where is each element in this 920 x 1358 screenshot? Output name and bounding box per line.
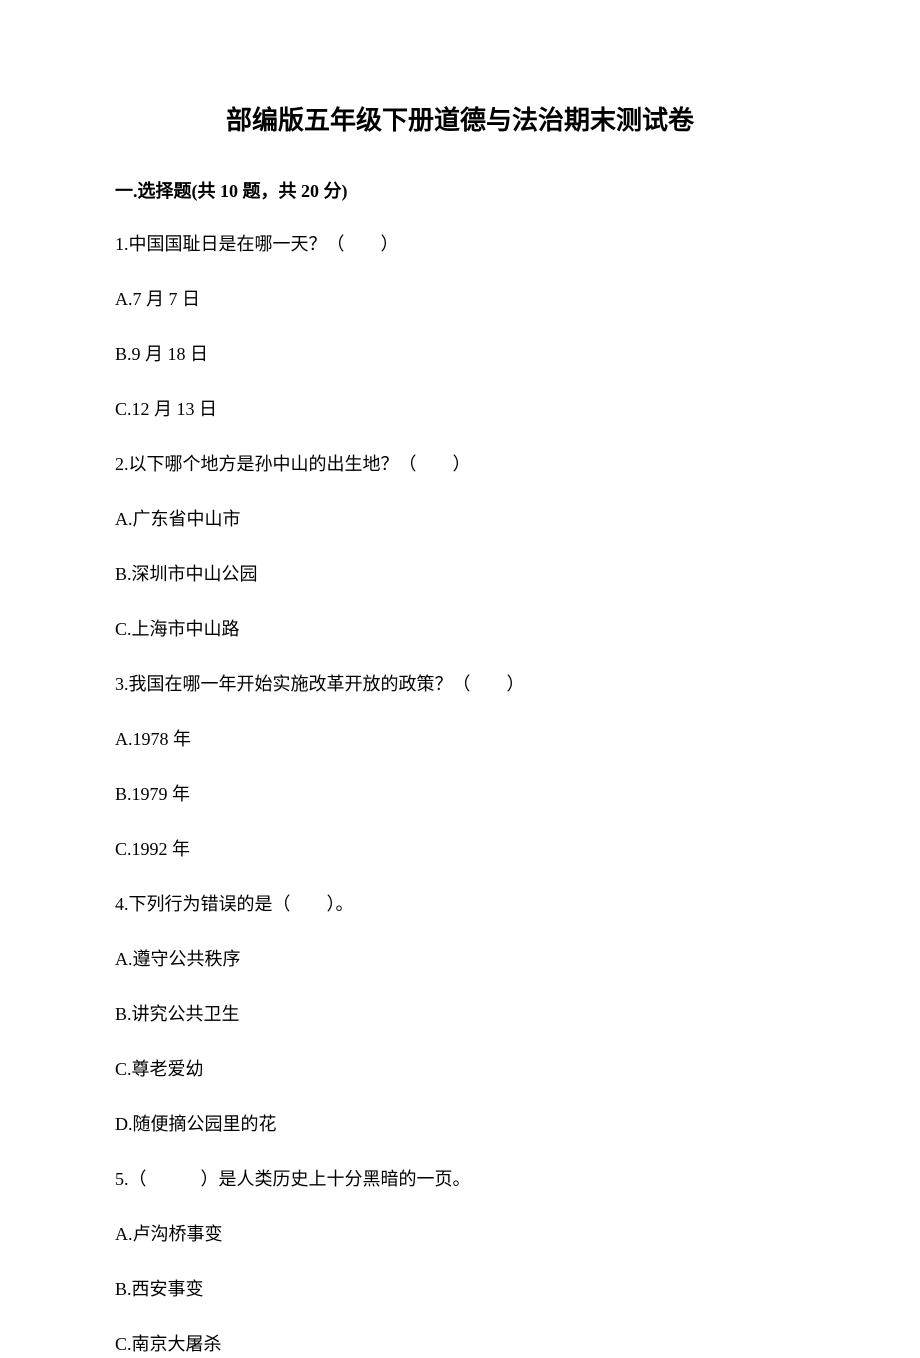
question-2-option-b: B.深圳市中山公园: [115, 561, 805, 588]
question-1-option-b: B.9 月 18 日: [115, 341, 805, 368]
question-1-option-a: A.7 月 7 日: [115, 286, 805, 313]
question-2-option-a: A.广东省中山市: [115, 506, 805, 533]
question-1-option-c: C.12 月 13 日: [115, 396, 805, 423]
question-4-option-d: D.随便摘公园里的花: [115, 1111, 805, 1138]
question-3-option-c: C.1992 年: [115, 836, 805, 863]
question-3-option-b: B.1979 年: [115, 781, 805, 808]
question-5-option-a: A.卢沟桥事变: [115, 1221, 805, 1248]
question-2-text: 2.以下哪个地方是孙中山的出生地？（ ）: [115, 451, 805, 478]
question-3-text: 3.我国在哪一年开始实施改革开放的政策？（ ）: [115, 671, 805, 698]
question-2-option-c: C.上海市中山路: [115, 616, 805, 643]
question-5-option-b: B.西安事变: [115, 1276, 805, 1303]
document-title: 部编版五年级下册道德与法治期末测试卷: [115, 100, 805, 137]
question-4-option-a: A.遵守公共秩序: [115, 946, 805, 973]
question-4-option-b: B.讲究公共卫生: [115, 1001, 805, 1028]
question-4-option-c: C.尊老爱幼: [115, 1056, 805, 1083]
section-header: 一.选择题(共 10 题，共 20 分): [115, 177, 805, 203]
question-1-text: 1.中国国耻日是在哪一天？（ ）: [115, 231, 805, 258]
question-4-text: 4.下列行为错误的是（ ）。: [115, 891, 805, 918]
question-5-option-c: C.南京大屠杀: [115, 1331, 805, 1358]
question-3-option-a: A.1978 年: [115, 726, 805, 753]
question-5-text: 5.（ ）是人类历史上十分黑暗的一页。: [115, 1166, 805, 1193]
